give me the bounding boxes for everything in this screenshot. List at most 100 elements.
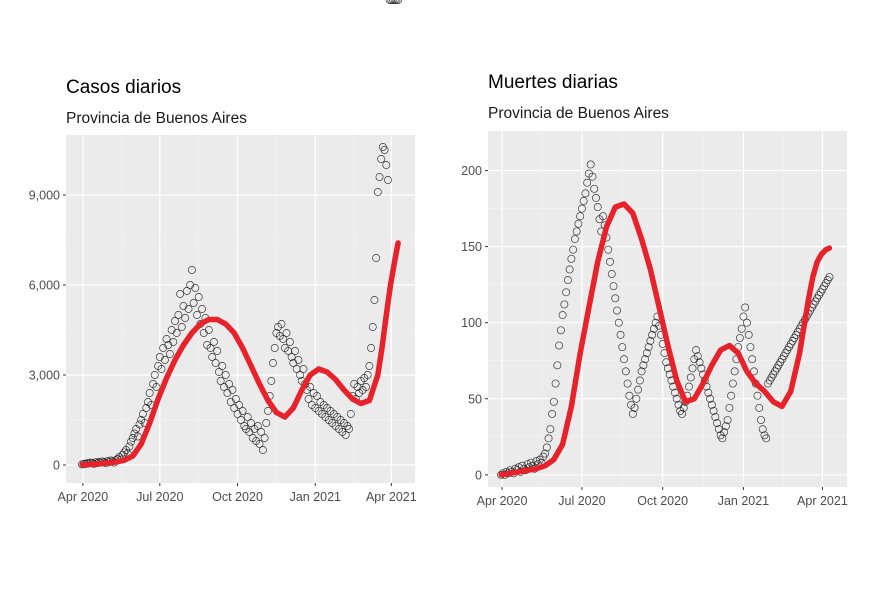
data-point bbox=[706, 394, 715, 403]
data-point bbox=[264, 407, 272, 415]
data-point bbox=[709, 406, 718, 415]
data-point bbox=[553, 361, 562, 370]
data-point bbox=[362, 383, 370, 391]
data-point bbox=[169, 338, 178, 346]
x-tick-label: Jan 2021 bbox=[718, 494, 769, 508]
data-point bbox=[686, 373, 695, 382]
data-point bbox=[555, 341, 564, 350]
data-point bbox=[569, 245, 578, 254]
data-point bbox=[167, 326, 176, 334]
x-tick-label: Jul 2020 bbox=[558, 494, 605, 508]
data-point bbox=[606, 257, 614, 266]
data-point bbox=[642, 349, 651, 358]
data-point bbox=[279, 335, 288, 343]
data-point bbox=[392, 0, 401, 4]
data-point bbox=[179, 302, 188, 310]
data-point bbox=[394, 0, 403, 4]
data-point bbox=[162, 335, 171, 343]
data-point bbox=[186, 281, 195, 289]
data-point bbox=[549, 397, 558, 406]
data-point bbox=[607, 270, 616, 278]
data-point bbox=[693, 352, 702, 361]
data-point bbox=[753, 391, 762, 400]
data-point bbox=[646, 336, 655, 345]
data-point bbox=[744, 330, 753, 339]
data-point bbox=[707, 400, 716, 409]
data-point bbox=[313, 392, 321, 400]
data-point bbox=[618, 343, 627, 351]
data-point bbox=[621, 367, 630, 376]
data-point bbox=[576, 212, 585, 221]
data-point bbox=[221, 371, 230, 379]
x-tick-label: Jan 2021 bbox=[290, 490, 341, 504]
data-point bbox=[544, 434, 553, 443]
data-point bbox=[258, 446, 267, 454]
data-point bbox=[648, 330, 657, 339]
data-point bbox=[593, 203, 602, 212]
chart-title: Muertes diarias bbox=[488, 72, 618, 93]
data-point bbox=[363, 371, 372, 379]
data-point bbox=[644, 343, 653, 351]
data-point bbox=[625, 391, 634, 400]
y-tick-label: 50 bbox=[468, 392, 482, 406]
smooth-trend-line bbox=[79, 240, 401, 468]
data-point bbox=[226, 398, 235, 406]
data-point bbox=[720, 428, 729, 437]
data-point bbox=[577, 204, 586, 213]
data-point bbox=[367, 344, 376, 352]
data-point bbox=[390, 0, 399, 4]
y-tick-label: 6,000 bbox=[29, 279, 60, 293]
data-point bbox=[721, 422, 730, 431]
data-point bbox=[194, 293, 203, 301]
data-point bbox=[160, 356, 169, 364]
data-point bbox=[155, 353, 164, 361]
x-tick-label: Oct 2020 bbox=[637, 494, 688, 508]
y-tick-label: 9,000 bbox=[29, 189, 60, 203]
data-point bbox=[157, 365, 166, 373]
data-point bbox=[542, 443, 551, 452]
data-point bbox=[125, 442, 134, 451]
chart-subtitle: Provincia de Buenos Aires bbox=[488, 105, 669, 122]
data-point bbox=[285, 338, 294, 346]
data-point bbox=[748, 355, 757, 364]
x-tick-label: Apr 2021 bbox=[366, 490, 417, 504]
data-point bbox=[138, 410, 147, 418]
data-point bbox=[586, 160, 595, 169]
data-point bbox=[679, 403, 688, 412]
data-point bbox=[228, 386, 237, 394]
y-tick-label: 3,000 bbox=[29, 369, 60, 383]
data-point bbox=[142, 404, 151, 412]
data-point bbox=[291, 347, 299, 355]
data-point bbox=[174, 311, 183, 319]
data-point bbox=[563, 276, 572, 285]
data-point bbox=[267, 377, 276, 385]
data-point bbox=[370, 296, 379, 304]
data-point bbox=[630, 403, 639, 412]
data-point bbox=[711, 413, 720, 421]
data-point bbox=[382, 161, 391, 169]
data-point bbox=[678, 410, 686, 418]
data-point bbox=[176, 290, 185, 298]
data-point bbox=[341, 431, 350, 439]
data-point bbox=[758, 425, 767, 434]
x-tick-label: Jul 2020 bbox=[136, 490, 183, 504]
data-point bbox=[299, 365, 308, 373]
data-point bbox=[208, 353, 217, 361]
data-point bbox=[236, 416, 245, 424]
data-point bbox=[245, 428, 254, 436]
data-point bbox=[257, 428, 266, 436]
data-point bbox=[384, 176, 392, 184]
data-point bbox=[172, 329, 181, 337]
data-point bbox=[260, 434, 269, 442]
data-point bbox=[637, 367, 646, 376]
data-point bbox=[253, 422, 262, 430]
chart-casos-diarios: Casos diarios Provincia de Buenos Aires … bbox=[29, 0, 417, 504]
data-point bbox=[567, 254, 576, 263]
data-point bbox=[750, 367, 758, 376]
data-point bbox=[613, 306, 621, 315]
data-point bbox=[718, 434, 727, 443]
data-point bbox=[548, 410, 557, 418]
data-point bbox=[346, 410, 355, 418]
data-point bbox=[581, 189, 590, 198]
